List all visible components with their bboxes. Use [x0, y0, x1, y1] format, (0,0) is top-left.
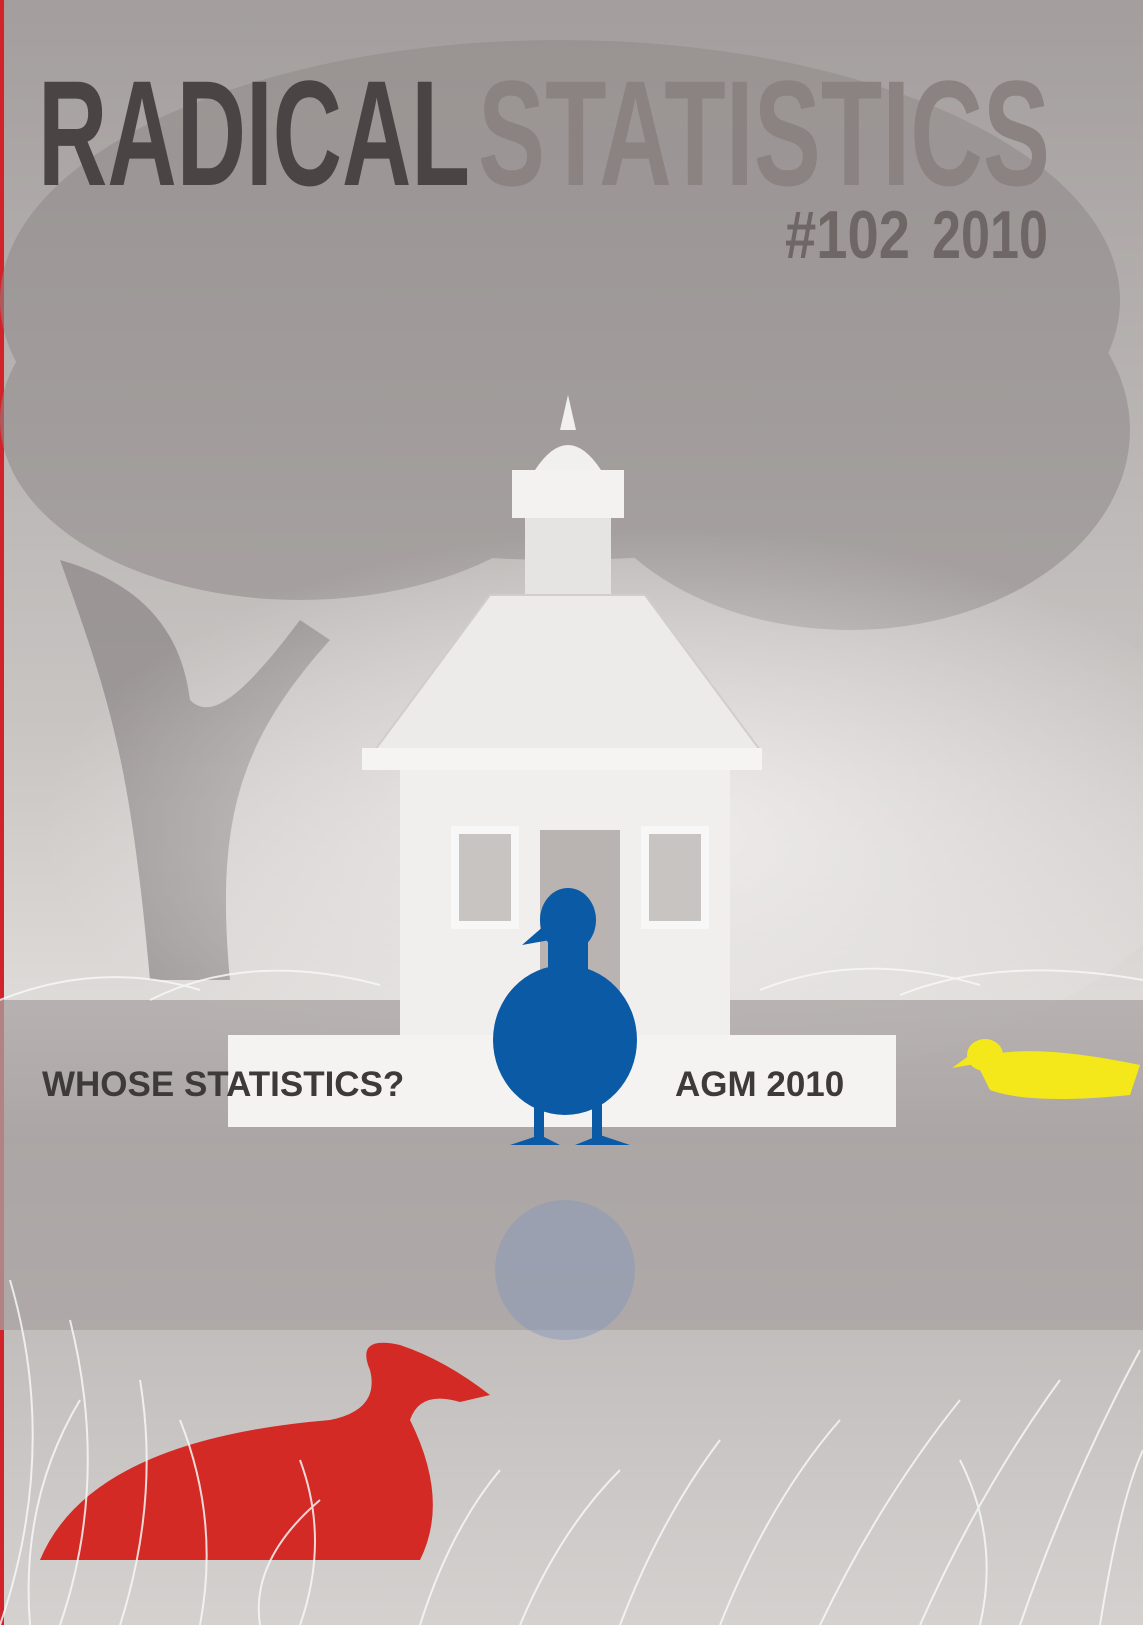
cover: RADICAL STATISTICS #102 2010 WHOSE STATI…: [0, 0, 1143, 1625]
title-radical: RADICAL: [38, 49, 470, 217]
issue-number: #102: [785, 197, 910, 273]
window-right: [645, 830, 705, 925]
duck-reflection: [495, 1200, 635, 1340]
cupola: [525, 518, 611, 598]
cupola-roof: [512, 470, 624, 518]
headline-left: WHOSE STATISTICS?: [42, 1065, 404, 1104]
body: RADICAL STATISTICS #102 2010 WHOSE STATI…: [0, 0, 1143, 1625]
window-left: [455, 830, 515, 925]
title-statistics: STATISTICS: [478, 49, 1050, 217]
eave: [362, 748, 762, 770]
headline-right: AGM 2010: [675, 1065, 844, 1104]
page: Cover {"cover": {"title_part_1": "RADICA…: [0, 0, 1143, 1625]
issue-year: 2010: [932, 197, 1048, 273]
